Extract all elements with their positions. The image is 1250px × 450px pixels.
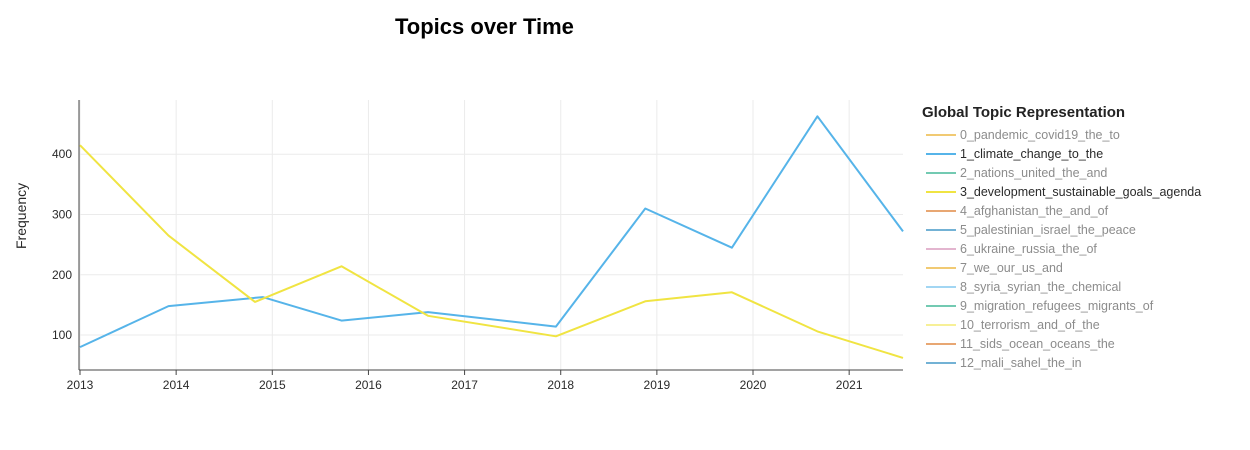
x-tick-label: 2015 xyxy=(259,378,286,392)
legend-label: 2_nations_united_the_and xyxy=(960,165,1108,180)
x-tick-label: 2017 xyxy=(451,378,478,392)
legend-item[interactable]: 12_mali_sahel_the_in xyxy=(922,353,1201,372)
y-tick-label: 200 xyxy=(52,268,72,282)
legend-item[interactable]: 5_palestinian_israel_the_peace xyxy=(922,220,1201,239)
legend-label: 4_afghanistan_the_and_of xyxy=(960,203,1109,218)
legend-item[interactable]: 0_pandemic_covid19_the_to xyxy=(922,125,1201,144)
series-lines xyxy=(79,115,904,359)
legend-item[interactable]: 11_sids_ocean_oceans_the xyxy=(922,334,1201,353)
legend-swatch xyxy=(926,285,956,288)
legend-label: 9_migration_refugees_migrants_of xyxy=(960,298,1154,313)
x-tick-label: 2016 xyxy=(355,378,382,392)
legend-swatch xyxy=(926,171,956,174)
legend-title: Global Topic Representation xyxy=(922,104,1126,121)
legend-label: 12_mali_sahel_the_in xyxy=(960,355,1082,370)
legend-swatch xyxy=(926,152,956,155)
x-tick-label: 2021 xyxy=(836,378,863,392)
legend-swatch xyxy=(926,342,956,345)
legend-label: 8_syria_syrian_the_chemical xyxy=(960,279,1122,294)
y-gridlines xyxy=(80,153,903,336)
legend-swatch xyxy=(926,361,956,364)
x-tick-label: 2014 xyxy=(163,378,190,392)
legend-item[interactable]: 6_ukraine_russia_the_of xyxy=(922,239,1201,258)
legend-item[interactable]: 3_development_sustainable_goals_agenda xyxy=(922,182,1201,201)
legend-swatch xyxy=(926,247,956,250)
x-tick-labels: 2013 2014 2015 2016 2017 2018 2019 2020 2021 xyxy=(67,378,863,392)
x-tick-label: 2020 xyxy=(740,378,767,392)
legend-item[interactable]: 7_we_our_us_and xyxy=(922,258,1201,277)
legend-label: 11_sids_ocean_oceans_the xyxy=(960,336,1115,351)
legend-item[interactable]: 4_afghanistan_the_and_of xyxy=(922,201,1201,220)
legend-swatch xyxy=(926,133,956,136)
legend-swatch xyxy=(926,266,956,269)
legend-label: 6_ukraine_russia_the_of xyxy=(960,241,1097,256)
legend-item[interactable]: 8_syria_syrian_the_chemical xyxy=(922,277,1201,296)
legend-item[interactable]: 1_climate_change_to_the xyxy=(922,144,1201,163)
chart-title: Topics over Time xyxy=(395,14,574,39)
y-tick-labels: 100 200 300 400 xyxy=(52,147,72,342)
y-tick-label: 300 xyxy=(52,208,72,222)
legend-label: 3_development_sustainable_goals_agenda xyxy=(960,184,1202,199)
legend: Global Topic Representation 0_pandemic_c… xyxy=(922,104,1201,372)
legend-label: 1_climate_change_to_the xyxy=(960,146,1104,161)
legend-label: 10_terrorism_and_of_the xyxy=(960,317,1100,332)
legend-swatch xyxy=(926,209,956,212)
series-line-1_climate_change_to_the[interactable] xyxy=(79,115,904,349)
x-gridlines xyxy=(79,100,850,370)
x-tick-label: 2018 xyxy=(547,378,574,392)
y-tick-label: 400 xyxy=(52,147,72,161)
legend-item[interactable]: 9_migration_refugees_migrants_of xyxy=(922,296,1201,315)
legend-label: 7_we_our_us_and xyxy=(960,260,1063,275)
series-line-3_development_sustainable_goals_agenda[interactable] xyxy=(79,144,904,359)
legend-swatch xyxy=(926,304,956,307)
legend-swatch xyxy=(926,190,956,193)
legend-label: 0_pandemic_covid19_the_to xyxy=(960,127,1120,142)
legend-label: 5_palestinian_israel_the_peace xyxy=(960,222,1136,237)
legend-item[interactable]: 2_nations_united_the_and xyxy=(922,163,1201,182)
axes xyxy=(78,100,903,375)
x-tick-label: 2013 xyxy=(67,378,94,392)
legend-item[interactable]: 10_terrorism_and_of_the xyxy=(922,315,1201,334)
x-tick-label: 2019 xyxy=(644,378,671,392)
legend-swatch xyxy=(926,323,956,326)
y-tick-label: 100 xyxy=(52,328,72,342)
legend-swatch xyxy=(926,228,956,231)
